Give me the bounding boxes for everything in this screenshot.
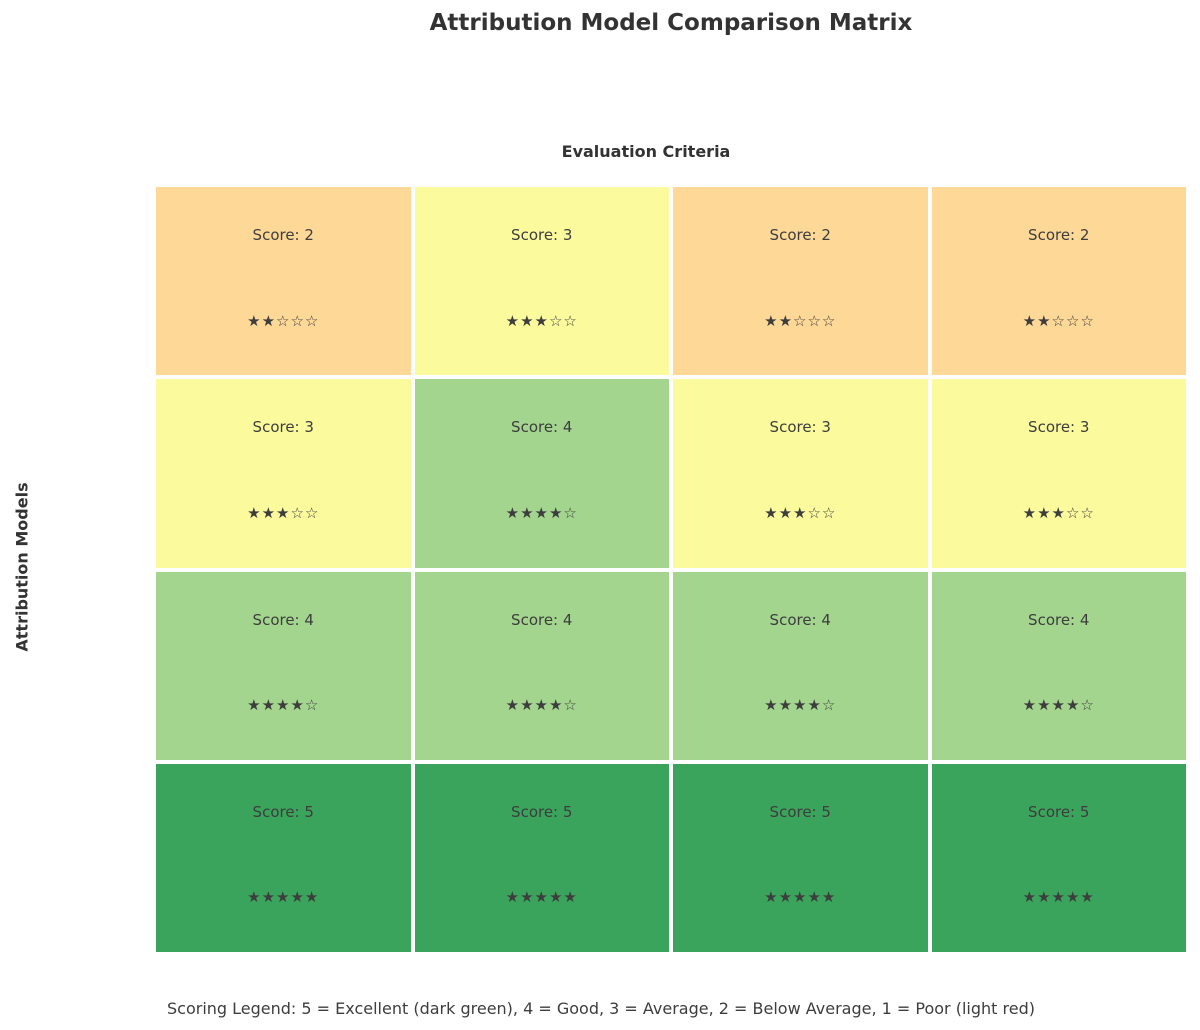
matrix-cell: Score: 3 ★★★☆☆	[156, 379, 411, 568]
cell-star-rating: ★★★★☆	[505, 503, 578, 522]
cell-star-rating: ★★☆☆☆	[247, 311, 320, 330]
matrix-cell: Score: 4 ★★★★☆	[931, 571, 1186, 760]
cell-star-rating: ★★★★★	[764, 888, 837, 907]
cell-score-label: Score: 3	[769, 418, 831, 437]
cell-score-label: Score: 4	[252, 610, 314, 629]
cell-score-label: Score: 4	[1028, 610, 1090, 629]
cell-star-rating: ★★★★☆	[764, 696, 837, 715]
cell-score-label: Score: 4	[511, 418, 573, 437]
cell-score-label: Score: 3	[1028, 418, 1090, 437]
y-axis-title: Attribution Models	[12, 482, 32, 652]
matrix-grid: Score: 2 ★★☆☆☆ Score: 3 ★★★☆☆ Score: 2 ★★☆☆☆ S…	[156, 187, 1186, 952]
cell-star-rating: ★★★★★	[505, 888, 578, 907]
matrix-cell: Score: 4 ★★★★☆	[414, 379, 669, 568]
cell-score-label: Score: 5	[511, 802, 573, 821]
cell-score-label: Score: 2	[252, 226, 314, 244]
matrix-cell: Score: 3 ★★★☆☆	[931, 379, 1186, 568]
matrix-cell: Score: 3 ★★★☆☆	[673, 379, 928, 568]
cell-star-rating: ★★☆☆☆	[764, 311, 837, 330]
cell-star-rating: ★★★☆☆	[247, 503, 320, 522]
scoring-legend: Scoring Legend: 5 = Excellent (dark gree…	[167, 999, 1035, 1018]
cell-score-label: Score: 5	[769, 802, 831, 821]
matrix-cell: Score: 3 ★★★☆☆	[414, 187, 669, 376]
cell-star-rating: ★★★☆☆	[505, 311, 578, 330]
matrix-cell: Score: 5 ★★★★★	[414, 763, 669, 952]
cell-score-label: Score: 2	[769, 226, 831, 244]
cell-star-rating: ★★★★★	[1022, 888, 1095, 907]
matrix-cell: Score: 4 ★★★★☆	[414, 571, 669, 760]
x-axis-title: Evaluation Criteria	[561, 142, 731, 161]
cell-star-rating: ★★★★☆	[505, 696, 578, 715]
matrix-cell: Score: 4 ★★★★☆	[673, 571, 928, 760]
matrix-cell: Score: 4 ★★★★☆	[156, 571, 411, 760]
cell-score-label: Score: 4	[511, 610, 573, 629]
cell-star-rating: ★★★☆☆	[764, 503, 837, 522]
cell-star-rating: ★★★★☆	[1022, 696, 1095, 715]
cell-score-label: Score: 3	[511, 226, 573, 244]
cell-star-rating: ★★★★☆	[247, 696, 320, 715]
cell-star-rating: ★★☆☆☆	[1022, 311, 1095, 330]
chart-title: Attribution Model Comparison Matrix	[429, 10, 913, 36]
cell-score-label: Score: 5	[252, 802, 314, 821]
cell-score-label: Score: 4	[769, 610, 831, 629]
matrix-cell: Score: 2 ★★☆☆☆	[931, 187, 1186, 376]
cell-star-rating: ★★★★★	[247, 888, 320, 907]
matrix-cell: Score: 5 ★★★★★	[931, 763, 1186, 952]
cell-score-label: Score: 5	[1028, 802, 1090, 821]
matrix-cell: Score: 5 ★★★★★	[156, 763, 411, 952]
matrix-cell: Score: 5 ★★★★★	[673, 763, 928, 952]
cell-star-rating: ★★★☆☆	[1022, 503, 1095, 522]
cell-score-label: Score: 2	[1028, 226, 1090, 244]
matrix-cell: Score: 2 ★★☆☆☆	[156, 187, 411, 376]
matrix-cell: Score: 2 ★★☆☆☆	[673, 187, 928, 376]
cell-score-label: Score: 3	[252, 418, 314, 437]
